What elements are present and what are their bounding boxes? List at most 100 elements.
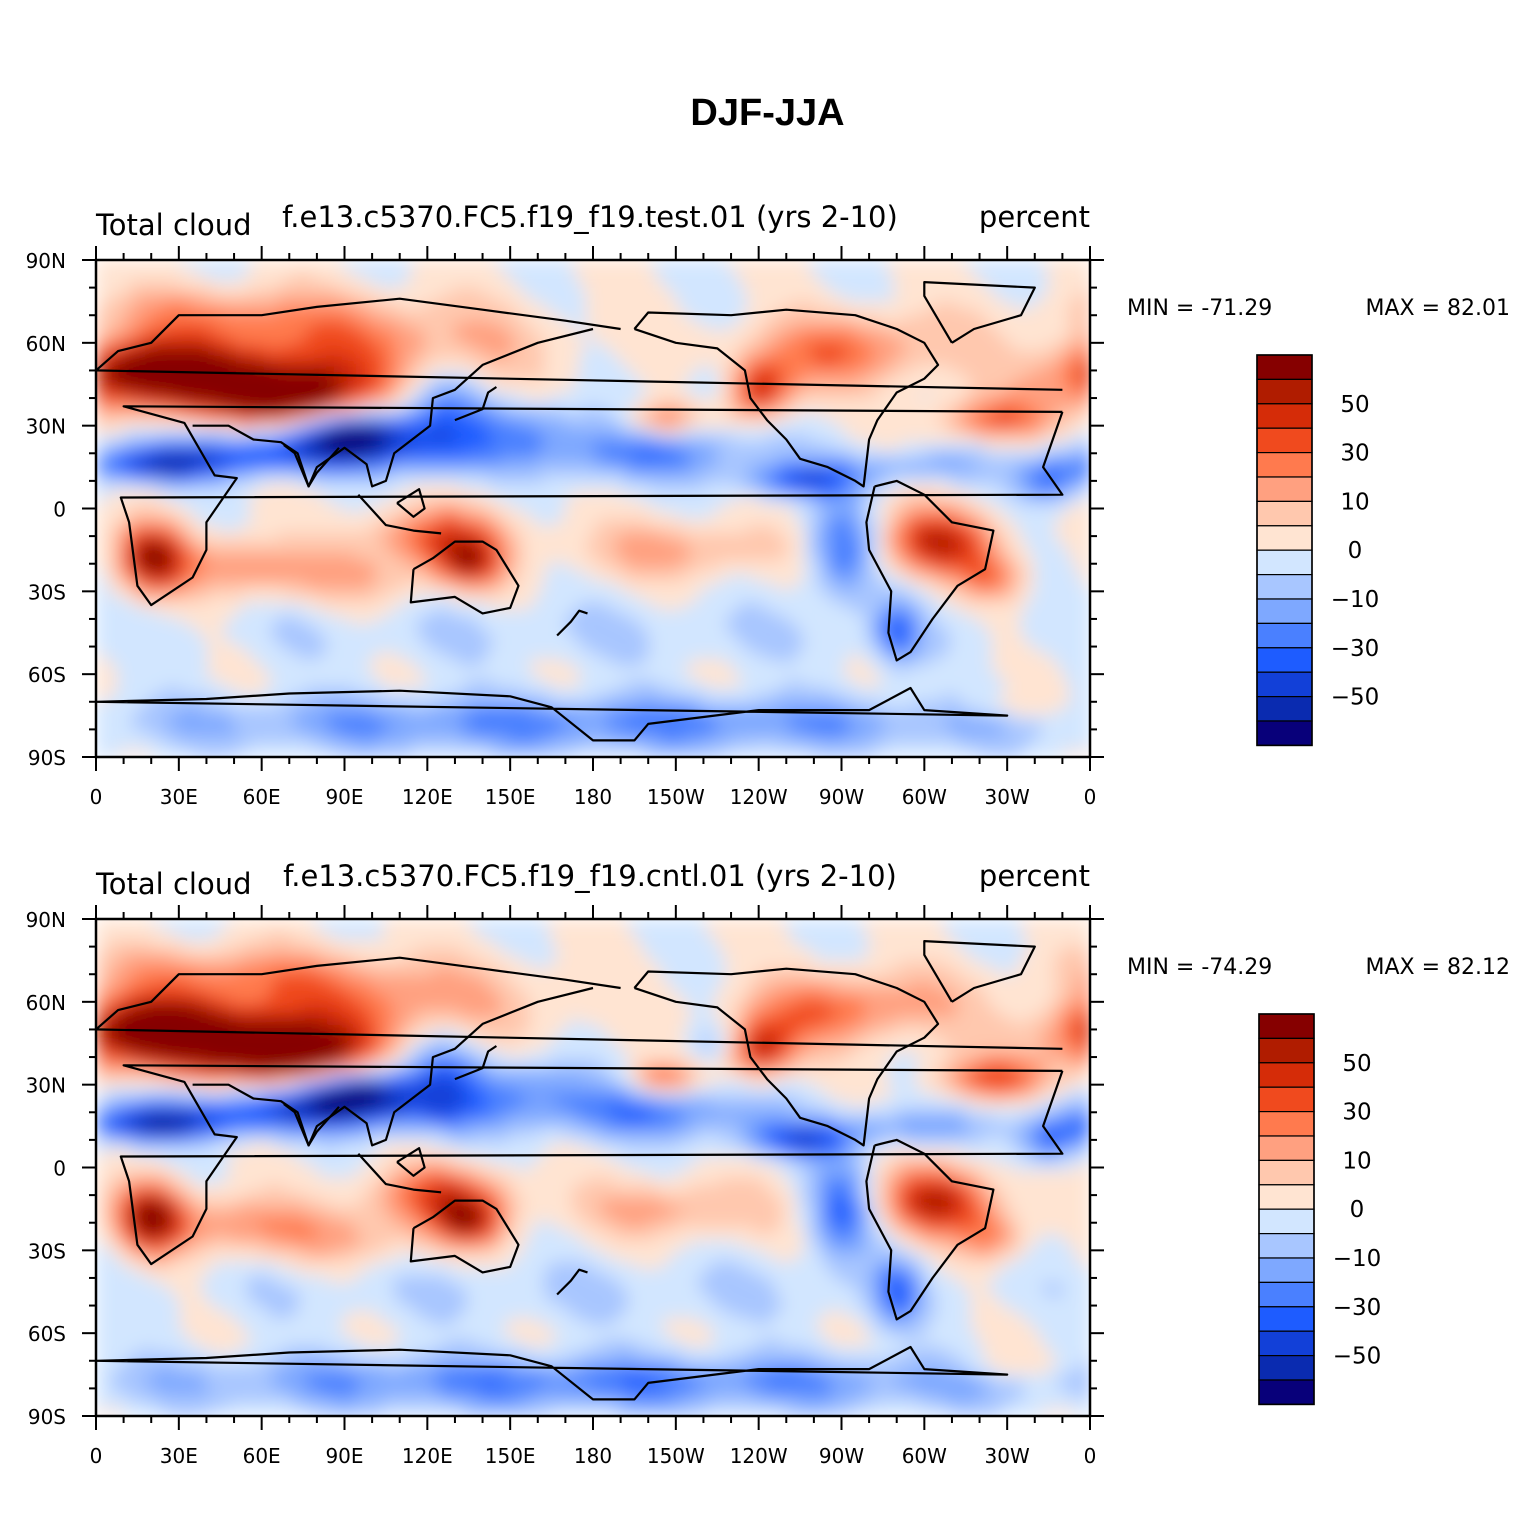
colorbar-box [1258,1062,1315,1088]
axis-ticks [82,246,1104,771]
lon-tick-label: 60E [243,1444,281,1468]
colorbar-tick-label: −30 [1331,636,1380,662]
colorbar-tick-label: −10 [1333,1246,1382,1272]
colorbar-tick-label: 50 [1342,1051,1371,1077]
lat-tick-label: 60N [26,991,66,1015]
colorbar-tick-label: −10 [1331,587,1380,613]
panel-1: 90N 60N 30N 0 30S 60S 90S 0 30E 60E 90E 120E 150E 180… [26,200,1510,809]
colorbar: −50 −30 −10 0 10 30 50 [1256,354,1380,747]
lat-tick-label: 60S [28,1322,66,1346]
lon-tick-label: 150E [485,785,536,809]
max-value-label: MAX = 82.01 [1365,296,1510,321]
colorbar-box [1258,1135,1315,1161]
colorbar-box [1258,1257,1315,1283]
cloud-field-map [96,260,1090,757]
lat-tick-label: 30N [26,415,66,439]
panel-units: percent [979,200,1090,234]
lon-tick-label: 0 [90,1444,103,1468]
lat-tick-label: 30S [28,580,66,604]
lon-tick-label: 30E [160,1444,198,1468]
min-value-label: MIN = -71.29 [1127,296,1272,321]
colorbar-box [1256,720,1313,746]
colorbar-tick-label: −50 [1333,1344,1382,1370]
lat-tick-label: 90N [26,249,66,273]
panel-2: 90N 60N 30N 0 30S 60S 90S 0 30E 60E 90E 120E 150E 180… [26,859,1510,1468]
colorbar-box [1256,671,1313,698]
figure-title: DJF-JJA [0,92,1535,135]
axis-ticks [82,905,1104,1430]
lon-tick-label: 90E [325,785,363,809]
lon-tick-label: 60W [902,785,947,809]
lat-tick-label: 60S [28,663,66,687]
lon-tick-label: 180 [574,1444,612,1468]
colorbar-box [1256,525,1313,551]
lon-tick-label: 120W [730,785,788,809]
lat-tick-label: 30S [28,1239,66,1263]
colorbar-box [1256,598,1313,624]
panel-left-title: Total cloud [95,867,251,901]
colorbar: −50 −30 −10 0 10 30 50 [1258,1013,1382,1406]
colorbar-box [1256,549,1313,576]
lon-tick-label: 30E [160,785,198,809]
colorbar-box [1256,427,1313,454]
colorbar-box [1258,1110,1315,1137]
lon-tick-label: 30W [985,1444,1030,1468]
lon-tick-label: 120E [402,1444,453,1468]
colorbar-box [1256,403,1313,429]
coastlines [96,939,1064,1401]
lat-tick-label: 0 [53,498,66,522]
lon-tick-label: 180 [574,785,612,809]
panel-center-title: f.e13.c5370.FC5.f19_f19.cntl.01 (yrs 2-1… [283,859,897,893]
panel-center-title: f.e13.c5370.FC5.f19_f19.test.01 (yrs 2-1… [282,200,898,234]
coastlines [96,281,1064,742]
colorbar-box [1258,1208,1315,1235]
lon-tick-label: 60W [902,1444,947,1468]
lat-tick-label: 30N [26,1074,66,1098]
colorbar-tick-label: 10 [1342,1148,1371,1174]
colorbar-box [1256,452,1313,478]
colorbar-tick-label: 10 [1340,489,1369,515]
colorbar-frame [1256,354,1313,747]
lon-tick-label: 90W [819,785,864,809]
lat-tick-label: 60N [26,332,66,356]
colorbar-box [1258,1013,1315,1039]
colorbar-tick-label: −50 [1331,685,1380,711]
colorbar-box [1256,378,1313,405]
lat-tick-label: 90S [28,1405,66,1429]
lat-tick-label: 90N [26,908,66,932]
max-value-label: MAX = 82.12 [1365,955,1510,980]
colorbar-box [1256,354,1313,380]
colorbar-frame [1258,1013,1315,1406]
panel-units: percent [979,859,1090,893]
colorbar-box [1256,647,1313,673]
colorbar-tick-label: −30 [1333,1295,1382,1321]
colorbar-box [1258,1086,1315,1113]
lon-tick-label: 90E [325,1444,363,1468]
lon-tick-label: 90W [819,1444,864,1468]
lat-tick-label: 0 [53,1157,66,1181]
cloud-field-map [96,919,1090,1416]
colorbar-box [1258,1232,1315,1259]
colorbar-box [1258,1281,1315,1308]
lon-tick-label: 150E [485,1444,536,1468]
lon-tick-label: 150W [647,785,705,809]
lon-tick-label: 0 [1084,785,1097,809]
panel-left-title: Total cloud [95,208,251,242]
colorbar-tick-label: 0 [1348,538,1363,564]
colorbar-box [1258,1184,1315,1210]
colorbar-box [1258,1037,1315,1064]
min-value-label: MIN = -74.29 [1127,955,1272,980]
colorbar-box [1258,1354,1315,1381]
colorbar-box [1256,573,1313,600]
lon-tick-label: 0 [1084,1444,1097,1468]
lon-tick-label: 30W [985,785,1030,809]
lon-tick-label: 0 [90,785,103,809]
colorbar-box [1256,622,1313,649]
colorbar-box [1258,1306,1315,1332]
colorbar-tick-label: 30 [1340,441,1369,467]
lon-tick-label: 120W [730,1444,788,1468]
colorbar-box [1256,500,1313,527]
colorbar-box [1256,695,1313,722]
